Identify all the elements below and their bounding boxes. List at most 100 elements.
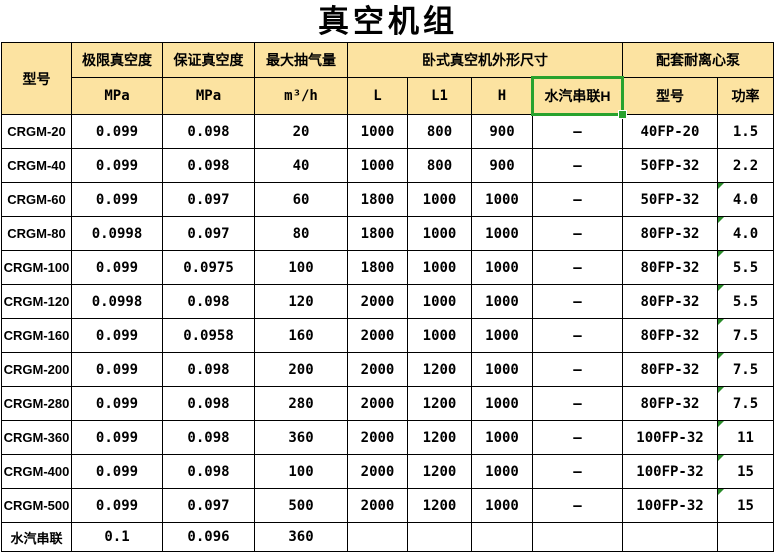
cell-steam-series-h[interactable]: – [532,386,623,421]
cell-max-pumping[interactable]: 100 [254,250,348,285]
cell-dim-l[interactable]: 2000 [347,284,408,319]
cell-dim-h[interactable]: 1000 [471,250,533,285]
cell-pump-model[interactable]: 80FP-32 [622,352,718,387]
cell-dim-h[interactable]: 900 [471,148,533,183]
cell-dim-l1[interactable]: 1200 [407,386,472,421]
cell-model[interactable]: CRGM-80 [1,216,72,251]
cell-guaranteed-vacuum[interactable]: 0.0975 [162,250,255,285]
cell-pump-power[interactable]: 11 [717,420,774,455]
cell-model[interactable]: CRGM-20 [1,114,72,149]
cell-dim-l1[interactable]: 1200 [407,488,472,523]
unit-m3h[interactable]: m³/h [254,77,348,115]
cell-pump-power[interactable]: 7.5 [717,318,774,353]
cell-ultimate-vacuum[interactable]: 0.099 [71,386,163,421]
cell-dim-l1[interactable]: 800 [407,114,472,149]
selection-fill-handle-icon[interactable] [618,110,627,119]
cell-dim-l1[interactable]: 800 [407,148,472,183]
cell-dim-l[interactable]: 2000 [347,352,408,387]
cell-pump-power[interactable]: 1.5 [717,114,774,149]
cell-pump-power[interactable]: 4.0 [717,216,774,251]
cell-dim-h[interactable]: 1000 [471,352,533,387]
cell-max-pumping[interactable]: 200 [254,352,348,387]
cell-dim-l[interactable]: 2000 [347,420,408,455]
cell-max-pumping[interactable]: 100 [254,454,348,489]
cell-pump-model[interactable]: 100FP-32 [622,420,718,455]
cell-model[interactable]: CRGM-120 [1,284,72,319]
cell-ultimate-vacuum[interactable]: 0.099 [71,318,163,353]
cell-max-pumping[interactable]: 360 [254,522,348,552]
cell-max-pumping[interactable]: 80 [254,216,348,251]
cell-dim-l1[interactable]: 1000 [407,182,472,217]
cell-pump-model[interactable]: 80FP-32 [622,284,718,319]
cell-max-pumping[interactable]: 160 [254,318,348,353]
cell-guaranteed-vacuum[interactable]: 0.098 [162,352,255,387]
cell-dim-h[interactable]: 1000 [471,216,533,251]
cell-pump-power[interactable]: 5.5 [717,250,774,285]
col-header-model[interactable]: 型号 [1,42,72,115]
col-header-max-pumping[interactable]: 最大抽气量 [254,42,348,78]
cell-model[interactable]: CRGM-400 [1,454,72,489]
cell-pump-model[interactable]: 100FP-32 [622,454,718,489]
cell-max-pumping[interactable]: 60 [254,182,348,217]
cell-model[interactable]: CRGM-360 [1,420,72,455]
cell-guaranteed-vacuum[interactable]: 0.098 [162,454,255,489]
cell-pump-model[interactable]: 50FP-32 [622,148,718,183]
cell-dim-l[interactable]: 2000 [347,318,408,353]
cell-model[interactable]: CRGM-500 [1,488,72,523]
cell-steam-series-h[interactable]: – [532,352,623,387]
cell-steam-series-h[interactable]: – [532,284,623,319]
cell-max-pumping[interactable]: 120 [254,284,348,319]
unit-mpa-guaranteed[interactable]: MPa [162,77,255,115]
cell-ultimate-vacuum[interactable]: 0.099 [71,454,163,489]
cell-dim-l1[interactable]: 1000 [407,318,472,353]
cell-dim-l1[interactable]: 1000 [407,216,472,251]
cell-guaranteed-vacuum[interactable]: 0.097 [162,216,255,251]
cell-dim-l1[interactable]: 1200 [407,454,472,489]
cell-dim-h[interactable]: 1000 [471,318,533,353]
cell-model[interactable]: CRGM-100 [1,250,72,285]
cell-dim-l[interactable]: 2000 [347,386,408,421]
cell-steam-series-h[interactable] [532,522,623,552]
cell-guaranteed-vacuum[interactable]: 0.097 [162,182,255,217]
cell-max-pumping[interactable]: 20 [254,114,348,149]
subcol-pump-power[interactable]: 功率 [717,77,774,115]
col-header-ultimate-vacuum[interactable]: 极限真空度 [71,42,163,78]
cell-model[interactable]: CRGM-160 [1,318,72,353]
cell-guaranteed-vacuum[interactable]: 0.098 [162,420,255,455]
cell-dim-l1[interactable]: 1000 [407,284,472,319]
cell-steam-series-h[interactable]: – [532,454,623,489]
cell-guaranteed-vacuum[interactable]: 0.098 [162,114,255,149]
cell-ultimate-vacuum[interactable]: 0.099 [71,352,163,387]
cell-dim-h[interactable]: 1000 [471,182,533,217]
cell-model[interactable]: 水汽串联 [1,522,72,552]
cell-max-pumping[interactable]: 360 [254,420,348,455]
cell-model[interactable]: CRGM-280 [1,386,72,421]
cell-pump-model[interactable]: 40FP-20 [622,114,718,149]
cell-pump-power[interactable]: 7.5 [717,386,774,421]
cell-ultimate-vacuum[interactable]: 0.0998 [71,216,163,251]
cell-pump-power[interactable] [717,522,774,552]
col-group-dimensions[interactable]: 卧式真空机外形尺寸 [347,42,623,78]
cell-dim-h[interactable] [471,522,533,552]
cell-pump-power[interactable]: 4.0 [717,182,774,217]
cell-pump-power[interactable]: 5.5 [717,284,774,319]
cell-dim-l1[interactable]: 1200 [407,420,472,455]
subcol-l1[interactable]: L1 [407,77,472,115]
cell-model[interactable]: CRGM-200 [1,352,72,387]
cell-ultimate-vacuum[interactable]: 0.099 [71,488,163,523]
cell-dim-l1[interactable]: 1200 [407,352,472,387]
cell-pump-model[interactable]: 80FP-32 [622,250,718,285]
cell-max-pumping[interactable]: 500 [254,488,348,523]
cell-dim-l1[interactable] [407,522,472,552]
cell-dim-l[interactable]: 2000 [347,454,408,489]
cell-model[interactable]: CRGM-60 [1,182,72,217]
subcol-steam-series-h-selected-cell[interactable]: 水汽串联H [531,76,627,119]
cell-dim-l[interactable]: 1800 [347,182,408,217]
cell-ultimate-vacuum[interactable]: 0.0998 [71,284,163,319]
cell-dim-h[interactable]: 1000 [471,386,533,421]
cell-steam-series-h[interactable]: – [532,148,623,183]
cell-pump-power[interactable]: 7.5 [717,352,774,387]
cell-pump-model[interactable]: 80FP-32 [622,216,718,251]
cell-guaranteed-vacuum[interactable]: 0.098 [162,386,255,421]
cell-max-pumping[interactable]: 280 [254,386,348,421]
